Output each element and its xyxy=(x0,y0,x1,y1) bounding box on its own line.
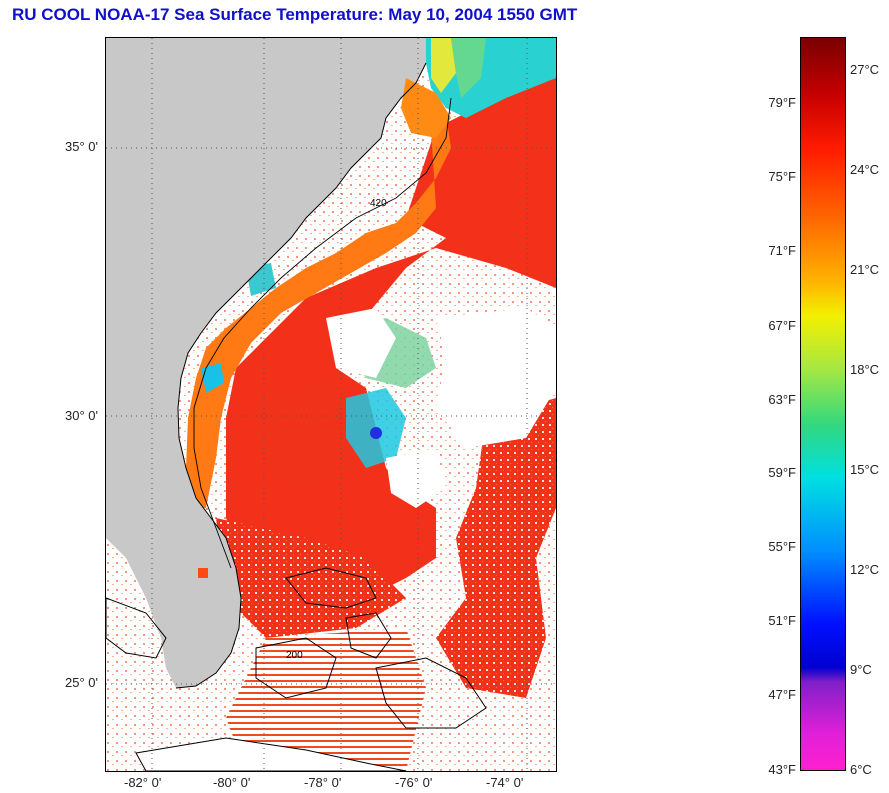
cloud-mask-3 xyxy=(226,628,426,771)
bahamas-outline-1 xyxy=(285,567,377,609)
shelf-orange xyxy=(186,113,451,508)
f-label-51: 51°F xyxy=(768,613,796,628)
lon-label-82: -82° 0' xyxy=(124,775,162,790)
f-label-55: 55°F xyxy=(768,539,796,554)
bahamas-outline-4 xyxy=(255,637,337,699)
f-label-47: 47°F xyxy=(768,687,796,702)
cloud-mask-2 xyxy=(326,308,396,378)
f-label-43: 43°F xyxy=(768,762,796,777)
colorbar xyxy=(800,37,846,771)
central-warm-patch xyxy=(256,378,366,488)
lon-label-80: -80° 0' xyxy=(213,775,251,790)
bahamas-outline-3 xyxy=(375,657,487,729)
c-label-9: 9°C xyxy=(850,662,872,677)
c-label-27: 27°C xyxy=(850,62,880,77)
small-island xyxy=(198,568,208,578)
contour-label-420: 420 xyxy=(370,198,387,209)
sst-map: 420 200 xyxy=(105,37,557,772)
lat-label-35: 35° 0' xyxy=(65,139,98,154)
contour-label-200: 200 xyxy=(286,650,303,661)
pamlico-sound xyxy=(401,78,451,138)
cloud-mask-4 xyxy=(386,448,446,508)
c-label-12: 12°C xyxy=(850,562,880,577)
florida-keys-outline xyxy=(106,597,167,659)
f-label-63: 63°F xyxy=(768,392,796,407)
north-yellow-band xyxy=(431,38,456,93)
cool-patch-3 xyxy=(201,363,224,393)
east-warm-patch xyxy=(436,398,556,698)
lat-label-25: 25° 0' xyxy=(65,675,98,690)
coastline xyxy=(175,62,427,689)
graticule xyxy=(106,38,556,771)
lon-label-74: -74° 0' xyxy=(486,775,524,790)
f-label-59: 59°F xyxy=(768,465,796,480)
lat-label-30: 30° 0' xyxy=(65,408,98,423)
north-green-band xyxy=(451,38,486,98)
lon-label-78: -78° 0' xyxy=(304,775,342,790)
chart-title: RU COOL NOAA-17 Sea Surface Temperature:… xyxy=(12,5,578,24)
bahamas-outline-2 xyxy=(345,612,392,659)
f-label-79: 79°F xyxy=(768,95,796,110)
sst-map-svg: 420 200 xyxy=(106,38,556,771)
c-label-18: 18°C xyxy=(850,362,880,377)
shelf-contour-line xyxy=(193,97,452,569)
c-label-24: 24°C xyxy=(850,162,880,177)
cuba-outline xyxy=(135,737,407,771)
cold-spot xyxy=(370,427,382,439)
lon-label-76: -76° 0' xyxy=(395,775,433,790)
c-label-21: 21°C xyxy=(850,262,880,277)
colorbar-gradient xyxy=(801,38,845,770)
f-label-75: 75°F xyxy=(768,169,796,184)
f-label-71: 71°F xyxy=(768,243,796,258)
cloud-mask-1 xyxy=(436,308,556,448)
c-label-6: 6°C xyxy=(850,762,872,777)
f-label-67: 67°F xyxy=(768,318,796,333)
land-southeast-us xyxy=(106,38,426,688)
c-label-15: 15°C xyxy=(850,462,880,477)
